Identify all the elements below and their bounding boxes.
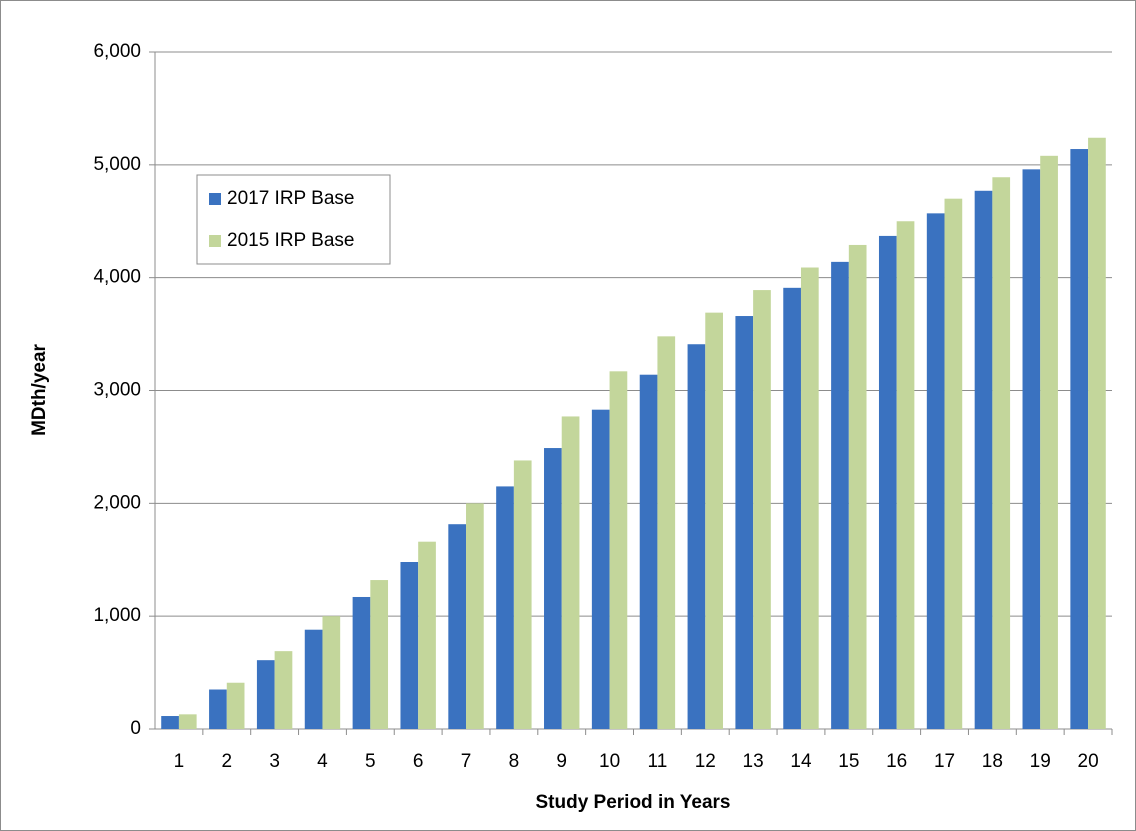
bar bbox=[735, 316, 754, 729]
bar bbox=[209, 689, 227, 729]
bar bbox=[1088, 137, 1106, 730]
x-tick-label: 18 bbox=[982, 751, 1003, 772]
bar bbox=[974, 190, 993, 729]
bar bbox=[944, 198, 963, 729]
bar bbox=[178, 714, 197, 729]
bar bbox=[400, 562, 419, 729]
x-tick-label: 2 bbox=[221, 751, 232, 772]
bar bbox=[274, 651, 293, 729]
legend-box bbox=[196, 174, 391, 265]
x-tick-label: 12 bbox=[695, 751, 716, 772]
bar bbox=[657, 336, 676, 729]
y-tick-label: 6,000 bbox=[93, 41, 141, 62]
x-tick-label: 19 bbox=[1030, 751, 1051, 772]
legend-label: 2015 IRP Base bbox=[227, 230, 354, 251]
bar bbox=[687, 344, 706, 729]
bar bbox=[591, 409, 610, 729]
bar bbox=[705, 312, 723, 729]
bar bbox=[256, 660, 275, 729]
bar bbox=[544, 448, 562, 729]
x-tick-label: 9 bbox=[556, 751, 567, 772]
bar bbox=[992, 177, 1011, 729]
x-tick-label: 6 bbox=[413, 751, 424, 772]
bar bbox=[896, 221, 915, 729]
bar bbox=[1022, 169, 1041, 729]
bar bbox=[561, 416, 580, 729]
y-axis-title: MDth/year bbox=[29, 343, 50, 435]
bar bbox=[466, 503, 484, 729]
legend-swatch bbox=[209, 235, 221, 247]
bar bbox=[1040, 155, 1058, 730]
bar bbox=[352, 596, 371, 729]
x-tick-label: 3 bbox=[269, 751, 280, 772]
y-tick-label: 1,000 bbox=[93, 605, 141, 626]
y-tick-label: 5,000 bbox=[93, 154, 141, 175]
bar bbox=[848, 244, 867, 729]
legend-label: 2017 IRP Base bbox=[227, 188, 354, 209]
bar bbox=[448, 524, 467, 729]
legend-swatch bbox=[209, 193, 221, 205]
bar bbox=[418, 541, 436, 729]
bar bbox=[753, 290, 771, 729]
bar bbox=[783, 287, 801, 729]
bar bbox=[831, 261, 849, 729]
bar bbox=[926, 213, 945, 729]
bar bbox=[161, 716, 179, 729]
bar bbox=[878, 235, 897, 729]
bar bbox=[800, 267, 819, 729]
bar bbox=[513, 460, 532, 729]
bar bbox=[639, 374, 658, 729]
x-tick-label: 7 bbox=[461, 751, 472, 772]
y-tick-label: 3,000 bbox=[93, 380, 141, 401]
y-tick-label: 0 bbox=[130, 718, 141, 739]
bar bbox=[1070, 149, 1089, 729]
x-tick-label: 8 bbox=[509, 751, 520, 772]
bar bbox=[322, 616, 341, 729]
x-tick-label: 13 bbox=[743, 751, 764, 772]
bar bbox=[370, 580, 389, 729]
x-tick-label: 10 bbox=[599, 751, 620, 772]
bar bbox=[226, 682, 245, 729]
bar bbox=[609, 371, 628, 729]
x-tick-label: 20 bbox=[1078, 751, 1099, 772]
x-axis-title: Study Period in Years bbox=[535, 792, 730, 813]
x-tick-label: 1 bbox=[174, 751, 185, 772]
x-tick-label: 17 bbox=[934, 751, 955, 772]
x-tick-label: 15 bbox=[838, 751, 859, 772]
x-tick-label: 16 bbox=[886, 751, 907, 772]
x-tick-label: 11 bbox=[648, 751, 668, 772]
bar bbox=[496, 486, 514, 729]
y-tick-label: 2,000 bbox=[93, 492, 141, 513]
x-tick-label: 5 bbox=[365, 751, 376, 772]
x-tick-label: 4 bbox=[317, 751, 328, 772]
bar bbox=[304, 629, 323, 729]
x-tick-label: 14 bbox=[790, 751, 812, 772]
y-tick-label: 4,000 bbox=[93, 267, 141, 288]
